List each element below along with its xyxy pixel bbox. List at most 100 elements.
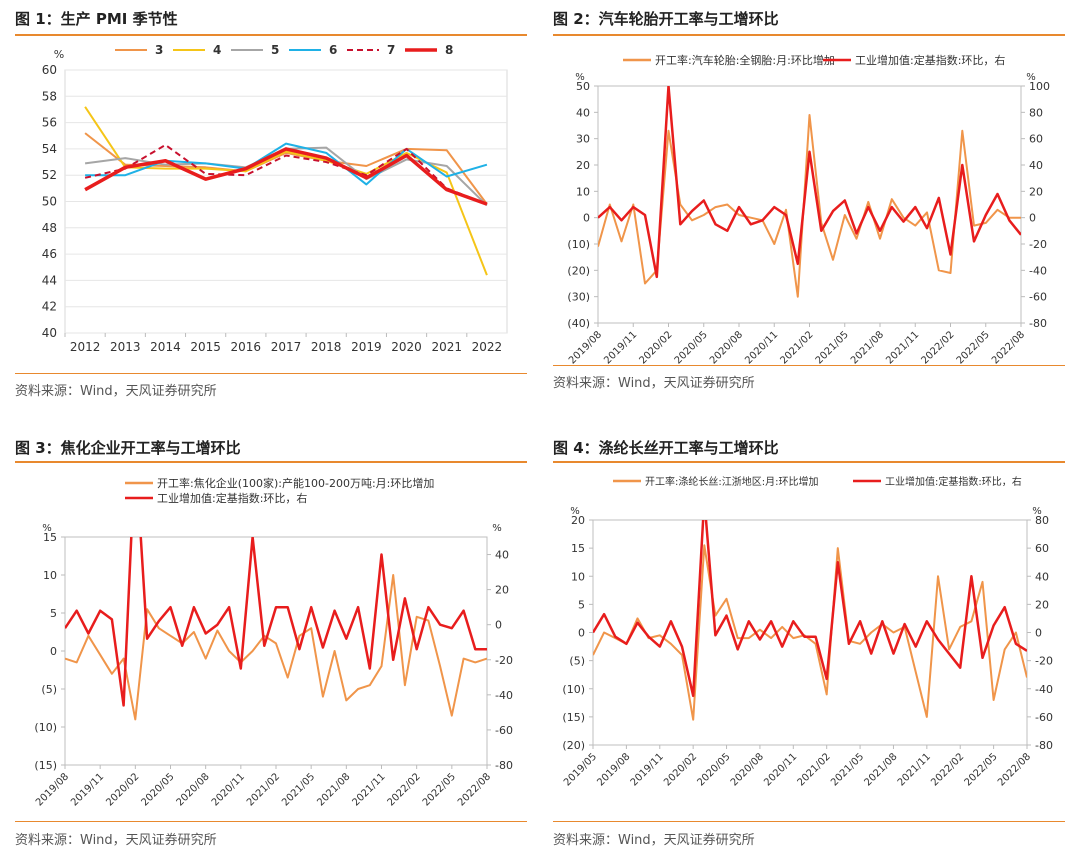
source-rule — [15, 373, 527, 374]
x-tick-label: 2021/02 — [245, 771, 282, 808]
y-tick-label: (5) — [41, 683, 57, 696]
y-tick-label: 0 — [50, 645, 57, 658]
y2-tick-label: 0 — [1029, 212, 1036, 225]
x-tick-label: 2020/02 — [104, 771, 141, 808]
y-tick-label: (10) — [562, 683, 585, 696]
x-tick-label: 2022/02 — [929, 751, 966, 788]
x-tick-label: 2018 — [311, 340, 342, 354]
y2-axis-label: % — [492, 523, 502, 534]
y-tick-label: (30) — [567, 291, 590, 304]
y-tick-label: 20 — [576, 159, 590, 172]
coking-operating-rate-chart: (15) (10) (5) 0 5 10 15 -80 -60 -40 -20 0 20 40% % 2019… — [34, 476, 513, 808]
y2-tick-label: -40 — [1035, 683, 1053, 696]
y2-tick-label: 20 — [1035, 598, 1049, 611]
y2-tick-label: -80 — [495, 759, 513, 772]
series-line-industrial-value-added — [598, 86, 1021, 279]
x-tick-label: 2019 — [351, 340, 382, 354]
y2-tick-label: 40 — [1029, 159, 1043, 172]
series-line-industrial-value-added — [593, 520, 1027, 698]
y2-tick-label: 60 — [1029, 133, 1043, 146]
y-tick-label: (40) — [567, 317, 590, 330]
y2-tick-label: -20 — [1029, 238, 1047, 251]
x-tick-label: 2019/05 — [562, 751, 599, 788]
x-tick-label: 2013 — [110, 340, 141, 354]
y-tick-label: 50 — [42, 195, 57, 209]
x-tick-label: 2019/11 — [629, 751, 666, 788]
x-tick-label: 2022 — [472, 340, 503, 354]
x-tick-label: 2022/08 — [456, 771, 493, 808]
chart-source: 资料来源：Wind，天风证券研究所 — [553, 833, 755, 848]
y-axis-label: % — [570, 506, 580, 517]
x-tick-label: 2020/02 — [637, 329, 674, 366]
y2-tick-label: -20 — [495, 654, 513, 667]
x-tick-label: 2015 — [190, 340, 221, 354]
x-tick-label: 2022/05 — [955, 329, 992, 366]
legend-label: 3 — [155, 43, 163, 57]
x-tick-label: 2021/11 — [350, 771, 387, 808]
x-tick-label: 2021/02 — [778, 329, 815, 366]
y2-tick-label: -60 — [1029, 291, 1047, 304]
x-tick-label: 2020/11 — [743, 329, 780, 366]
y2-tick-label: -60 — [495, 724, 513, 737]
y2-tick-label: -20 — [1035, 655, 1053, 668]
y2-tick-label: -60 — [1035, 711, 1053, 724]
y2-tick-label: 20 — [495, 584, 509, 597]
source-rule — [15, 821, 527, 822]
y2-tick-label: -40 — [495, 689, 513, 702]
x-tick-label: 2019/08 — [567, 329, 604, 366]
x-tick-label: 2021 — [431, 340, 462, 354]
y-tick-label: (5) — [569, 655, 585, 668]
x-tick-label: 2020/02 — [662, 751, 699, 788]
y-tick-label: (15) — [34, 759, 57, 772]
y-tick-label: 0 — [583, 212, 590, 225]
polyester-operating-rate-chart: (20) (15) (10) (5) 0 5 10 15 20 -80 -60 -40 -20 0 20 40… — [562, 475, 1053, 788]
x-tick-label: 2021/02 — [796, 751, 833, 788]
chart-source: 资料来源：Wind，天风证券研究所 — [15, 833, 217, 848]
chart-title: 图 1：生产 PMI 季节性 — [15, 10, 178, 28]
legend-label: 开工率:焦化企业(100家):产能100-200万吨:月:环比增加 — [157, 476, 434, 490]
x-tick-label: 2021/08 — [862, 751, 899, 788]
legend-label: 工业增加值:定基指数:环比，右 — [885, 475, 1022, 488]
y-tick-label: (20) — [562, 739, 585, 752]
x-tick-label: 2022/05 — [421, 771, 458, 808]
x-tick-label: 2020/08 — [708, 329, 745, 366]
y-tick-label: 30 — [576, 133, 590, 146]
y2-tick-label: 80 — [1029, 106, 1043, 119]
x-tick-label: 2020/11 — [762, 751, 799, 788]
y-tick-label: 50 — [576, 80, 590, 93]
y-tick-label: 52 — [42, 168, 57, 182]
panel-1: 图 1：生产 PMI 季节性 40 42 44 46 48 50 52 54 56 58 60% 20… — [15, 8, 527, 403]
legend-label: 工业增加值:定基指数:环比，右 — [855, 53, 1005, 67]
y-tick-label: 5 — [50, 607, 57, 620]
tire-operating-rate-chart: (40) (30) (20) (10) 0 10 20 30 40 50 -80 -60 -40 -20 0… — [567, 53, 1050, 366]
y-tick-label: 20 — [571, 514, 585, 527]
y2-tick-label: 20 — [1029, 185, 1043, 198]
y2-tick-label: 60 — [1035, 542, 1049, 555]
legend-label: 6 — [329, 43, 337, 57]
y-tick-label: 60 — [42, 63, 57, 77]
y2-tick-label: 0 — [1035, 627, 1042, 640]
series-line-7 — [84, 143, 488, 206]
legend-label: 开工率:汽车轮胎:全钢胎:月:环比增加 — [655, 53, 835, 67]
y-tick-label: 44 — [42, 273, 57, 287]
x-tick-label: 2022/02 — [919, 329, 956, 366]
x-tick-label: 2022/08 — [996, 751, 1033, 788]
plot-area — [64, 536, 488, 766]
x-tick-label: 2021/05 — [280, 771, 317, 808]
x-tick-label: 2021/05 — [829, 751, 866, 788]
x-tick-label: 2021/08 — [849, 329, 886, 366]
chart-title: 图 3：焦化企业开工率与工增环比 — [15, 439, 241, 457]
series-line-6 — [85, 142, 488, 186]
series-line-industrial-value-added — [65, 537, 487, 707]
x-tick-label: 2016 — [231, 340, 262, 354]
x-tick-label: 2021/05 — [814, 329, 851, 366]
y2-tick-label: -80 — [1035, 739, 1053, 752]
x-tick-label: 2020/08 — [175, 771, 212, 808]
y-tick-label: 10 — [576, 185, 590, 198]
title-rule — [15, 461, 527, 463]
y2-tick-label: 40 — [1035, 570, 1049, 583]
y-tick-label: 40 — [576, 106, 590, 119]
x-tick-label: 2020/11 — [210, 771, 247, 808]
x-tick-label: 2014 — [150, 340, 181, 354]
